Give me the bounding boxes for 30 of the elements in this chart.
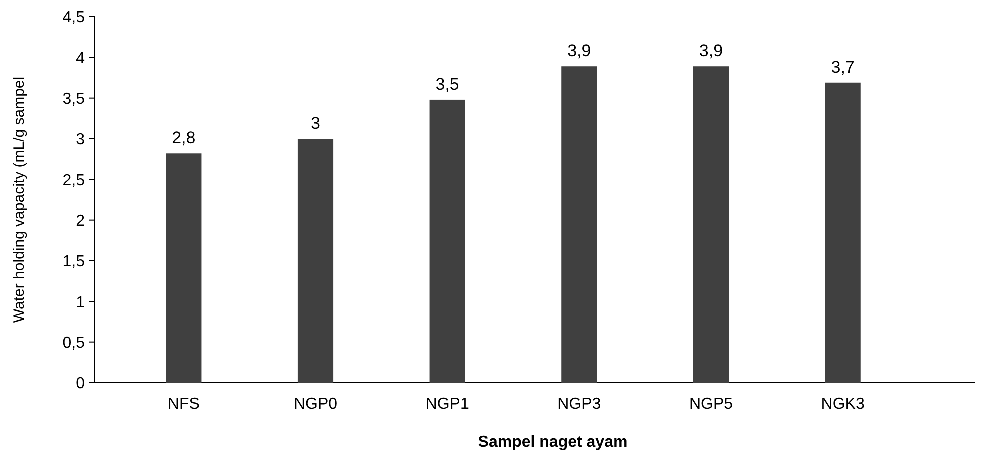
bar [693, 66, 730, 383]
y-tick-label: 2 [76, 212, 86, 230]
y-axis-title: Water holding vapacity (mL/g sampel [11, 76, 28, 324]
y-tick-label: 3,5 [62, 90, 86, 108]
y-tick-label: 4 [76, 50, 86, 68]
data-label: 2,8 [172, 128, 196, 148]
y-tick-label: 0 [76, 376, 86, 393]
x-tick-label: NGK3 [821, 396, 865, 413]
data-label: 3,9 [699, 42, 724, 61]
x-tick-label: NGP5 [689, 396, 734, 413]
x-tick-label: NGP0 [294, 396, 338, 413]
y-tick-label: 2,5 [62, 172, 86, 190]
bar [562, 66, 598, 383]
x-axis-title: Sampel naget ayam [478, 434, 628, 451]
y-tick-label: 1,5 [62, 254, 86, 271]
bar [166, 154, 202, 383]
bar [430, 100, 466, 383]
data-label: 3,5 [436, 74, 460, 94]
y-tick-label: 3 [76, 132, 86, 149]
y-tick-label: 0,5 [62, 334, 86, 352]
y-tick-label: 1 [76, 294, 86, 312]
y-tick-label: 4,5 [62, 10, 86, 27]
bar [825, 82, 861, 383]
x-tick-label: NGP1 [426, 396, 470, 413]
data-label: 3,7 [831, 58, 855, 77]
data-label: 3 [311, 114, 320, 133]
data-label: 3,9 [568, 42, 592, 61]
x-tick-label: NGP3 [558, 396, 602, 413]
x-tick-label: NFS [168, 396, 200, 413]
bar [298, 139, 334, 383]
